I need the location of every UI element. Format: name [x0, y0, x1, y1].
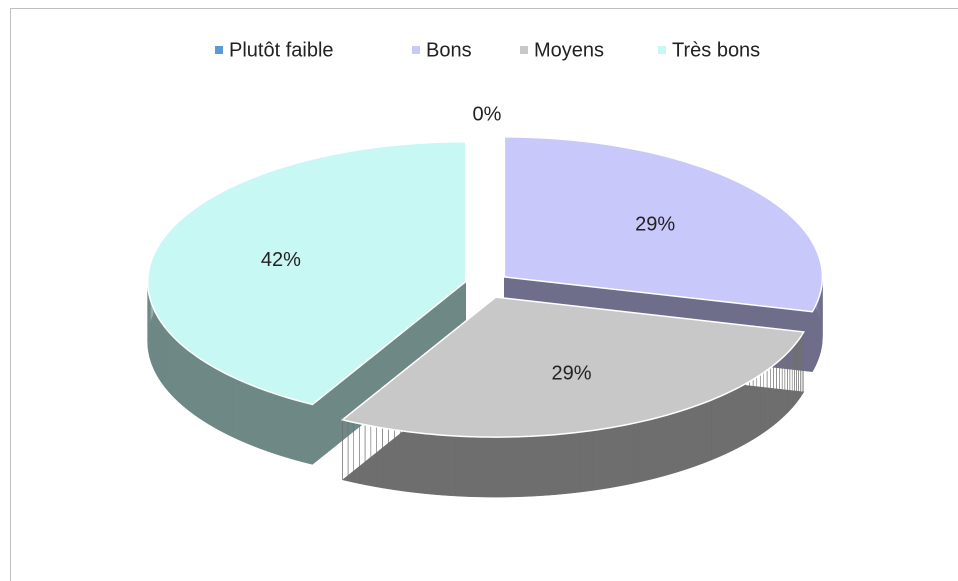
legend-label: Plutôt faible [229, 39, 334, 61]
legend-swatch [520, 46, 528, 54]
slice-top [146, 140, 467, 406]
data-label: 0% [473, 103, 502, 125]
legend-label: Moyens [534, 39, 604, 61]
data-label: 29% [635, 214, 675, 236]
legend-swatch [412, 46, 420, 54]
data-label: 29% [551, 362, 591, 384]
data-label: 42% [261, 249, 301, 271]
legend-swatch [658, 46, 666, 54]
slice-top [340, 296, 805, 438]
slice [146, 140, 467, 465]
legend-swatch [215, 46, 223, 54]
slice-top [503, 136, 824, 313]
slice [340, 296, 805, 498]
legend-label: Bons [426, 39, 472, 61]
legend-label: Très bons [672, 39, 760, 61]
